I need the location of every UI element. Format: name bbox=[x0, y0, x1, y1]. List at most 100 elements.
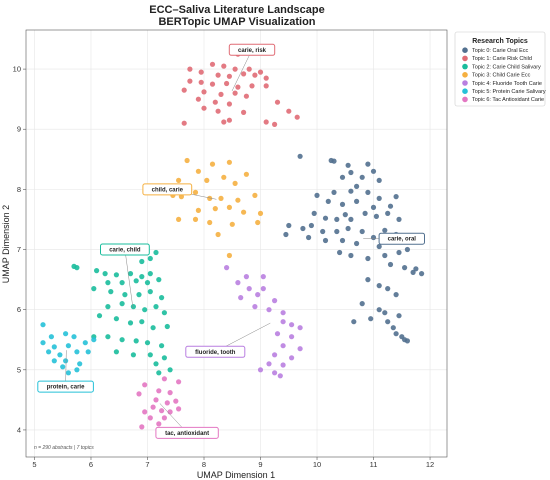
x-tick-label: 8 bbox=[202, 460, 206, 469]
data-point bbox=[142, 409, 148, 415]
legend-marker bbox=[462, 96, 468, 103]
data-point bbox=[348, 188, 354, 194]
data-point bbox=[232, 90, 238, 96]
legend-marker bbox=[462, 63, 468, 70]
grid bbox=[26, 30, 447, 457]
annotation-3: child, carie bbox=[142, 183, 217, 200]
data-point bbox=[119, 280, 125, 286]
x-tick-label: 5 bbox=[32, 460, 36, 469]
data-point bbox=[167, 390, 173, 396]
data-point bbox=[176, 406, 182, 412]
data-point bbox=[345, 225, 351, 232]
data-point bbox=[243, 171, 249, 177]
data-point bbox=[184, 157, 190, 164]
plot-area bbox=[25, 29, 448, 458]
data-point bbox=[65, 370, 71, 376]
data-point bbox=[147, 255, 153, 262]
data-point bbox=[113, 272, 119, 278]
data-point bbox=[402, 265, 408, 271]
x-tick-label: 7 bbox=[145, 460, 149, 469]
series-4 bbox=[224, 265, 303, 379]
data-point bbox=[105, 280, 111, 286]
data-point bbox=[229, 221, 235, 227]
data-point bbox=[354, 240, 360, 247]
data-point bbox=[46, 349, 52, 355]
data-point bbox=[201, 105, 207, 111]
annotation-6: tac, antioxidant bbox=[155, 403, 219, 439]
x-tick-label: 10 bbox=[313, 460, 321, 469]
data-point bbox=[345, 162, 351, 168]
data-point bbox=[235, 197, 241, 203]
data-point bbox=[241, 71, 247, 77]
data-point bbox=[181, 87, 187, 93]
data-point bbox=[176, 216, 182, 222]
data-point bbox=[257, 69, 264, 75]
data-point bbox=[91, 286, 97, 292]
data-point bbox=[368, 316, 374, 322]
data-point bbox=[322, 237, 329, 244]
data-point bbox=[252, 192, 258, 198]
data-point bbox=[308, 222, 314, 229]
data-point bbox=[232, 180, 238, 186]
data-point bbox=[362, 210, 368, 216]
data-point bbox=[370, 234, 377, 241]
data-point bbox=[359, 301, 365, 307]
data-point bbox=[139, 258, 145, 265]
data-point bbox=[105, 334, 111, 340]
data-point bbox=[133, 278, 139, 284]
data-point bbox=[376, 307, 382, 313]
data-point bbox=[159, 343, 165, 349]
legend-items: Topic 0: Carie Oral Ecc Topic 1: Carie Ri… bbox=[462, 47, 546, 103]
data-point bbox=[260, 286, 266, 292]
data-point bbox=[297, 346, 303, 352]
y-tick-label: 9 bbox=[17, 125, 21, 134]
data-point bbox=[263, 75, 269, 81]
data-point bbox=[85, 349, 91, 355]
data-point bbox=[243, 93, 249, 99]
x-tick-label: 12 bbox=[426, 460, 434, 469]
legend-item-6: Topic 6: Tac Antioxidant Carie bbox=[462, 96, 544, 103]
data-point bbox=[320, 228, 326, 235]
annotation-label: child, carie bbox=[152, 187, 184, 193]
data-point bbox=[215, 231, 221, 238]
data-point bbox=[218, 195, 224, 201]
data-point bbox=[232, 66, 238, 72]
legend-label: Topic 3: Child Carie Ecc bbox=[472, 73, 531, 79]
data-point bbox=[235, 280, 241, 286]
data-point bbox=[235, 84, 241, 90]
data-point bbox=[74, 367, 80, 373]
data-point bbox=[382, 227, 388, 233]
data-point bbox=[257, 367, 264, 373]
data-point bbox=[209, 161, 216, 167]
data-point bbox=[325, 198, 331, 204]
annotation-box bbox=[185, 345, 246, 358]
data-point bbox=[195, 168, 201, 174]
footnote: n = 290 abstracts | 7 topics bbox=[34, 445, 94, 451]
data-point bbox=[94, 268, 100, 274]
data-point bbox=[167, 409, 173, 415]
legend: Research Topics Topic 0: Carie Oral EccT… bbox=[454, 31, 546, 107]
data-point bbox=[331, 189, 337, 195]
data-point bbox=[71, 334, 77, 340]
legend-marker bbox=[462, 47, 468, 53]
data-point bbox=[224, 80, 230, 87]
data-point bbox=[161, 310, 167, 316]
data-point bbox=[153, 397, 159, 403]
data-point bbox=[48, 334, 55, 340]
data-point bbox=[122, 292, 128, 298]
data-point bbox=[266, 361, 272, 367]
data-point bbox=[376, 283, 382, 289]
data-point bbox=[294, 114, 300, 120]
data-point bbox=[385, 286, 391, 292]
y-tick-label: 8 bbox=[17, 185, 21, 194]
annotation-connector bbox=[65, 350, 67, 387]
data-point bbox=[257, 210, 264, 216]
data-point bbox=[241, 209, 247, 215]
data-point bbox=[77, 361, 83, 367]
data-point bbox=[192, 216, 199, 222]
annotation-2: carie, child bbox=[100, 243, 150, 308]
data-point bbox=[139, 319, 145, 325]
data-point bbox=[60, 364, 66, 370]
annotation-connector bbox=[124, 249, 134, 308]
annotation-4: fluoride, tooth bbox=[185, 322, 271, 358]
